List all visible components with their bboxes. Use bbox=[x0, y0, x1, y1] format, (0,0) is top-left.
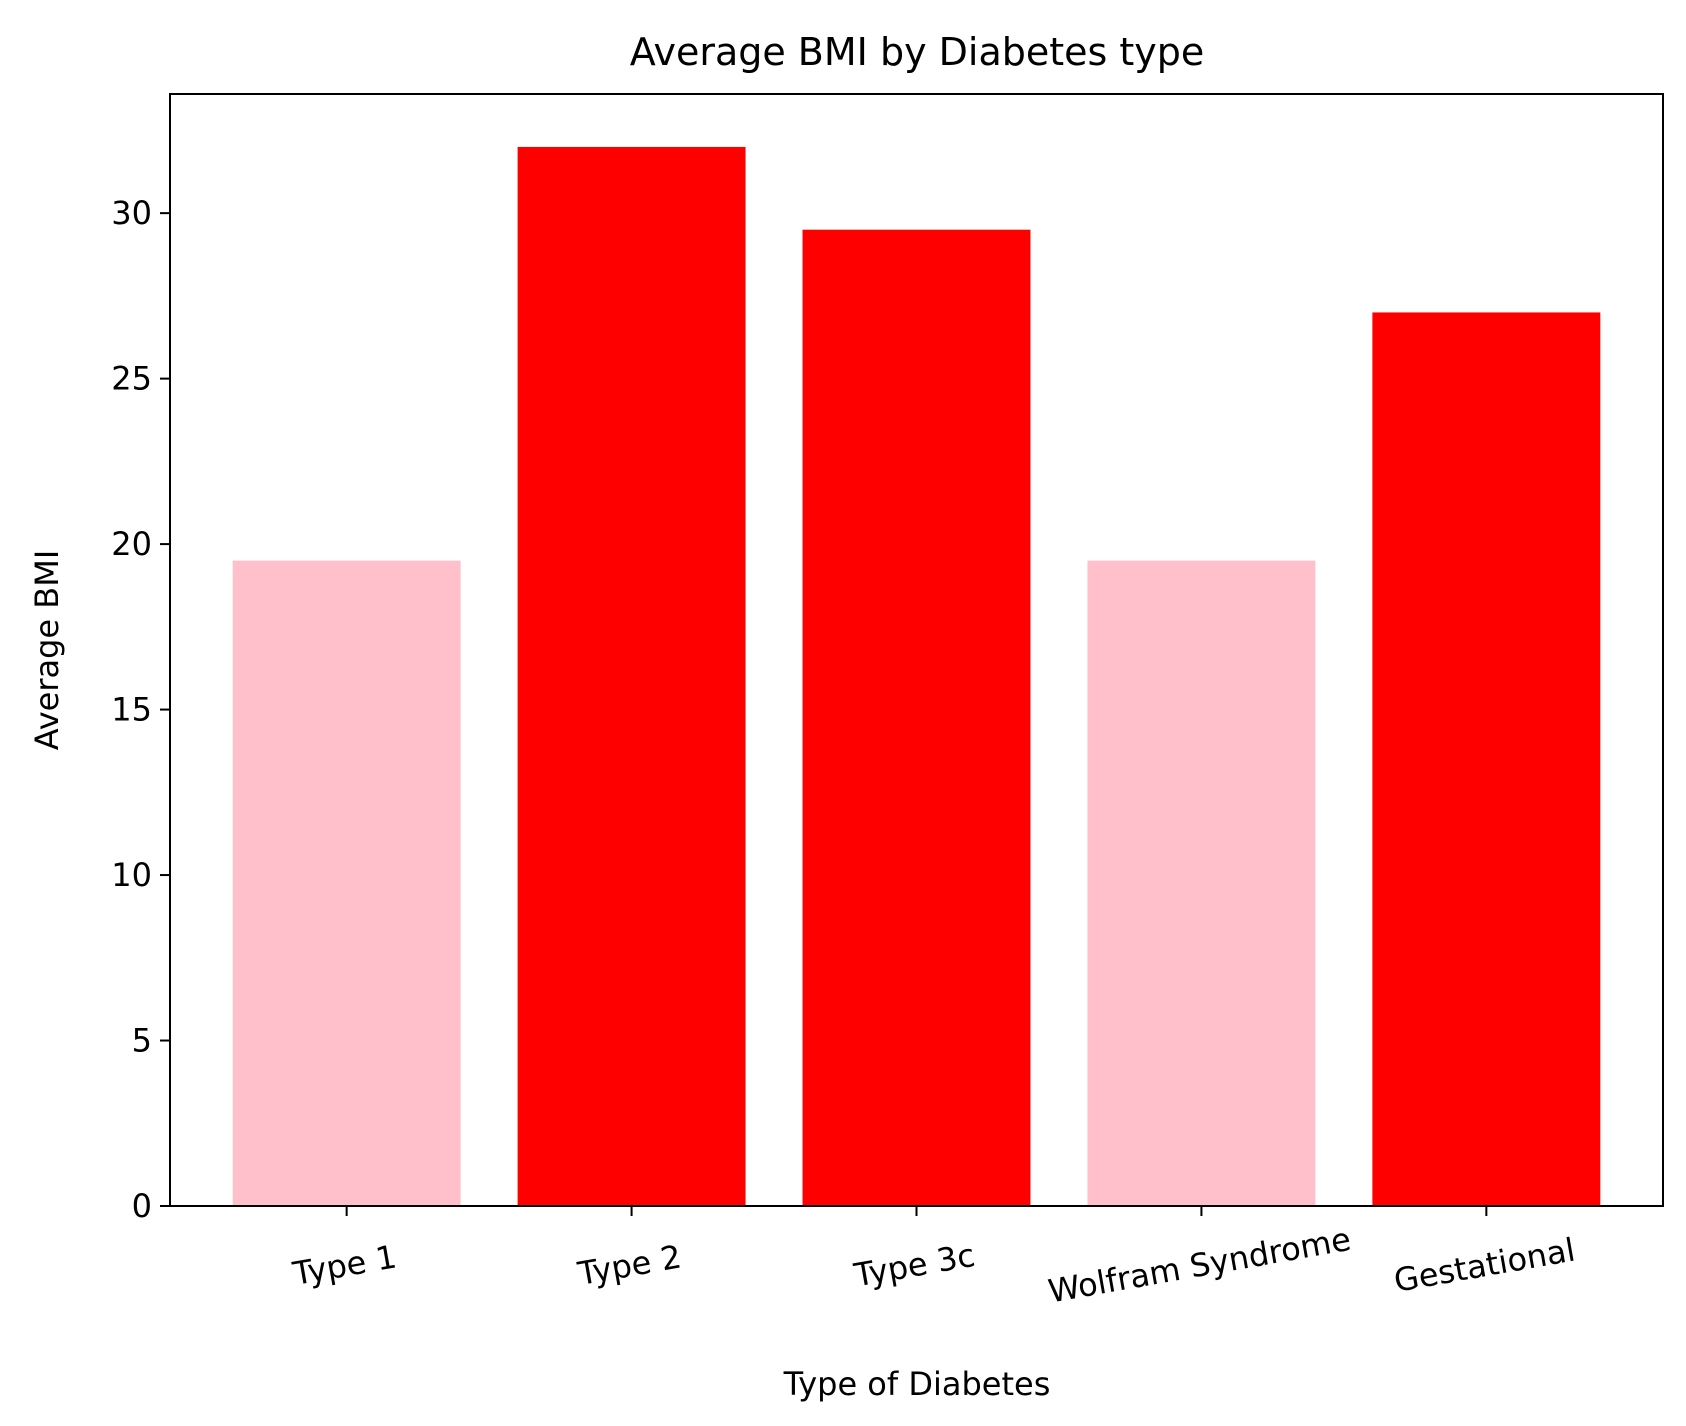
y-tick-label: 10 bbox=[111, 856, 152, 894]
x-axis: Type 1 Type 2 Type 3c Wolfram Syndrome Gesta… bbox=[289, 1206, 1578, 1310]
bar-wolfram-syndrome bbox=[1087, 560, 1316, 1206]
x-tick-label: Gestational bbox=[1391, 1231, 1578, 1300]
bar-type-2 bbox=[517, 146, 746, 1206]
y-tick-label: 15 bbox=[111, 691, 152, 729]
bars-group bbox=[232, 146, 1601, 1206]
y-axis: 0 5 10 15 20 25 30 bbox=[111, 194, 170, 1225]
x-axis-title: Type of Diabetes bbox=[783, 1365, 1051, 1403]
y-tick-label: 0 bbox=[132, 1187, 152, 1225]
bar-gestational bbox=[1372, 312, 1601, 1206]
y-axis-title: Average BMI bbox=[28, 550, 66, 751]
x-tick-label: Wolfram Syndrome bbox=[1045, 1220, 1353, 1311]
bar-type-3c bbox=[802, 229, 1031, 1206]
x-tick-label: Type 2 bbox=[574, 1237, 684, 1293]
y-tick-label: 5 bbox=[132, 1022, 152, 1060]
chart-title: Average BMI by Diabetes type bbox=[630, 30, 1205, 74]
x-tick-label: Type 1 bbox=[289, 1237, 399, 1293]
y-tick-label: 30 bbox=[111, 194, 152, 232]
x-tick-label: Type 3c bbox=[850, 1236, 977, 1295]
bar-type-1 bbox=[232, 560, 461, 1206]
y-tick-label: 20 bbox=[111, 525, 152, 563]
y-tick-label: 25 bbox=[111, 360, 152, 398]
